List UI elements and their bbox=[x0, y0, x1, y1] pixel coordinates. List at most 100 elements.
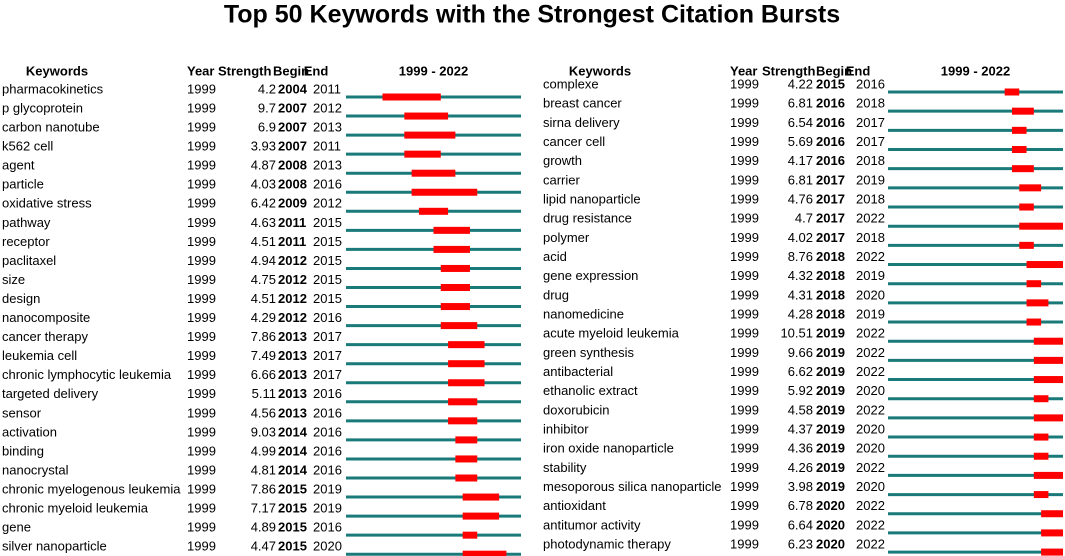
year: 1999 bbox=[730, 479, 759, 494]
begin: 2018 bbox=[816, 287, 845, 302]
burst-bar bbox=[411, 188, 478, 196]
burst-bar bbox=[448, 360, 485, 368]
keyword: photodynamic therapy bbox=[543, 537, 671, 552]
strength: 7.49 bbox=[251, 348, 276, 363]
column-header: Strength bbox=[218, 63, 272, 78]
keyword: pathway bbox=[2, 215, 51, 230]
begin: 2015 bbox=[816, 76, 845, 91]
end: 2016 bbox=[313, 310, 342, 325]
burst-bar bbox=[1033, 337, 1063, 345]
begin: 2012 bbox=[278, 253, 307, 268]
burst-bar bbox=[404, 150, 441, 158]
end: 2018 bbox=[856, 96, 885, 111]
end: 2022 bbox=[856, 537, 885, 552]
begin: 2007 bbox=[278, 139, 307, 154]
begin: 2019 bbox=[816, 479, 845, 494]
strength: 4.28 bbox=[788, 306, 813, 321]
keyword: gene bbox=[2, 520, 31, 535]
keyword: activation bbox=[2, 424, 57, 439]
year: 1999 bbox=[730, 191, 759, 206]
strength: 7.17 bbox=[251, 501, 276, 516]
begin: 2019 bbox=[816, 421, 845, 436]
keyword: carrier bbox=[543, 172, 581, 187]
year: 1999 bbox=[187, 272, 216, 287]
column-header: Keywords bbox=[569, 63, 631, 78]
keyword: nanocrystal bbox=[2, 462, 69, 477]
keyword: k562 cell bbox=[2, 139, 53, 154]
strength: 4.99 bbox=[251, 443, 276, 458]
year: 1999 bbox=[187, 158, 216, 173]
strength: 6.9 bbox=[258, 120, 276, 135]
end: 2012 bbox=[313, 100, 342, 115]
burst-bar bbox=[440, 284, 470, 291]
keyword: binding bbox=[2, 443, 44, 458]
strength: 6.62 bbox=[788, 364, 813, 379]
strength: 10.51 bbox=[780, 326, 813, 341]
year: 1999 bbox=[730, 230, 759, 245]
end: 2015 bbox=[313, 291, 342, 306]
strength: 6.81 bbox=[788, 96, 813, 111]
end: 2016 bbox=[313, 405, 342, 420]
end: 2017 bbox=[856, 115, 885, 130]
end: 2022 bbox=[856, 517, 885, 532]
year: 1999 bbox=[187, 329, 216, 344]
burst-bar bbox=[1033, 433, 1049, 441]
burst-bar bbox=[382, 93, 441, 101]
strength: 4.7 bbox=[795, 211, 813, 226]
year: 1999 bbox=[730, 421, 759, 436]
year: 1999 bbox=[187, 501, 216, 516]
end: 2011 bbox=[313, 81, 341, 96]
year: 1999 bbox=[730, 364, 759, 379]
year: 1999 bbox=[730, 517, 759, 532]
year: 1999 bbox=[187, 100, 216, 115]
end: 2013 bbox=[313, 158, 342, 173]
begin: 2020 bbox=[816, 517, 845, 532]
strength: 6.78 bbox=[788, 498, 813, 513]
end: 2020 bbox=[856, 441, 885, 456]
keyword: mesoporous silica nanoparticle bbox=[543, 479, 721, 494]
column-header: 1999 - 2022 bbox=[941, 63, 1010, 78]
year: 1999 bbox=[187, 120, 216, 135]
end: 2019 bbox=[856, 268, 885, 283]
keyword: iron oxide nanoparticle bbox=[543, 441, 674, 456]
begin: 2015 bbox=[278, 501, 307, 516]
begin: 2008 bbox=[278, 177, 307, 192]
strength: 4.31 bbox=[788, 287, 813, 302]
end: 2016 bbox=[313, 520, 342, 535]
column-header: Year bbox=[187, 63, 214, 78]
keyword: ethanolic extract bbox=[543, 383, 638, 398]
keyword: cancer therapy bbox=[2, 329, 88, 344]
burst-bar bbox=[1019, 203, 1034, 211]
strength: 4.56 bbox=[251, 405, 276, 420]
burst-bar bbox=[448, 379, 485, 387]
strength: 4.87 bbox=[251, 158, 276, 173]
begin: 2019 bbox=[816, 345, 845, 360]
begin: 2019 bbox=[816, 364, 845, 379]
strength: 4.37 bbox=[788, 421, 813, 436]
keyword: antitumor activity bbox=[543, 517, 641, 532]
end: 2022 bbox=[856, 498, 885, 513]
year: 1999 bbox=[730, 76, 759, 91]
year: 1999 bbox=[730, 306, 759, 321]
begin: 2015 bbox=[278, 539, 307, 554]
end: 2017 bbox=[313, 367, 342, 382]
keyword: cancer cell bbox=[543, 134, 605, 149]
keyword: chronic myeloid leukemia bbox=[2, 501, 149, 516]
begin: 2014 bbox=[278, 424, 308, 439]
column-header: Keywords bbox=[26, 63, 88, 78]
burst-bar bbox=[1011, 126, 1027, 134]
strength: 4.51 bbox=[251, 234, 276, 249]
burst-bar bbox=[1041, 529, 1063, 537]
burst-bar bbox=[1033, 452, 1049, 460]
strength: 6.64 bbox=[788, 517, 813, 532]
year: 1999 bbox=[187, 386, 216, 401]
year: 1999 bbox=[187, 424, 216, 439]
begin: 2012 bbox=[278, 310, 307, 325]
begin: 2012 bbox=[278, 272, 307, 287]
begin: 2018 bbox=[816, 249, 845, 264]
strength: 5.92 bbox=[788, 383, 813, 398]
keyword: sirna delivery bbox=[543, 115, 620, 130]
strength: 6.23 bbox=[788, 537, 813, 552]
begin: 2004 bbox=[278, 81, 308, 96]
year: 1999 bbox=[187, 539, 216, 554]
